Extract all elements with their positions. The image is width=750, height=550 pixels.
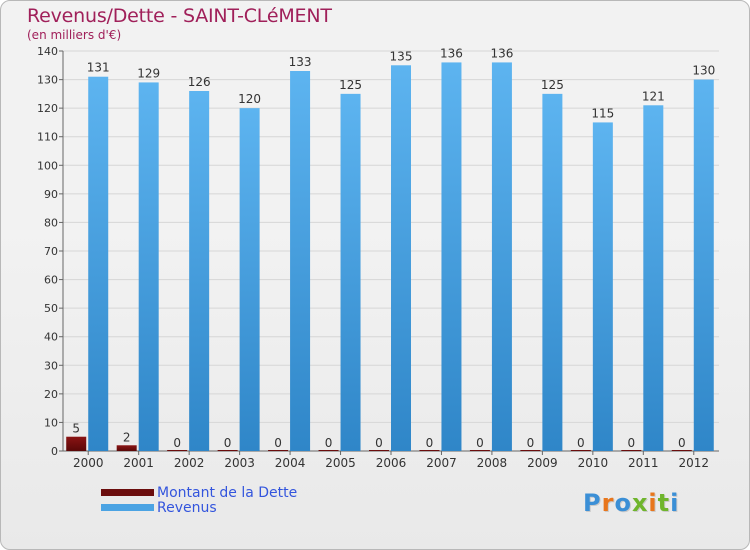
data-label-dette: 2	[123, 430, 131, 444]
bar-dette	[66, 436, 87, 451]
x-tick-label: 2008	[477, 456, 508, 470]
logo-letter: i	[670, 489, 680, 517]
logo-letter: i	[648, 489, 658, 517]
bar-revenus	[239, 108, 260, 452]
chart-subtitle: (en milliers d'€)	[27, 28, 122, 42]
x-tick-label: 2007	[426, 456, 457, 470]
bar-dette	[116, 445, 137, 451]
bar-revenus	[88, 76, 109, 451]
bar-revenus	[542, 93, 563, 451]
logo-letter: P	[583, 489, 602, 517]
logo-letter: x	[631, 489, 649, 517]
x-tick-label: 2002	[174, 456, 205, 470]
legend-label-dette: Montant de la Dette	[157, 485, 298, 501]
y-tick-label: 30	[44, 359, 58, 372]
x-tick-label: 2012	[678, 456, 709, 470]
x-tick-label: 2005	[325, 456, 356, 470]
legend-swatch-revenus	[101, 504, 154, 511]
x-tick-label: 2011	[628, 456, 659, 470]
data-label-dette: 0	[224, 436, 232, 450]
data-label-revenus: 129	[137, 66, 160, 80]
data-label-revenus: 125	[541, 78, 564, 92]
x-tick-label: 2003	[224, 456, 255, 470]
data-label-revenus: 136	[440, 46, 463, 60]
bar-revenus	[391, 65, 411, 452]
bar-revenus	[643, 105, 664, 452]
data-label-dette: 0	[426, 436, 434, 450]
logo-letter: t	[657, 489, 671, 517]
data-label-revenus: 131	[87, 61, 110, 75]
data-label-revenus: 130	[692, 64, 715, 78]
data-label-revenus: 133	[289, 55, 312, 69]
bar-revenus	[693, 79, 714, 452]
data-label-dette: 0	[627, 436, 635, 450]
data-label-dette: 0	[325, 436, 333, 450]
data-label-dette: 0	[476, 436, 484, 450]
bar-revenus	[138, 82, 159, 451]
y-tick-label: 60	[44, 274, 58, 287]
bar-revenus	[189, 91, 210, 451]
data-label-revenus: 121	[642, 89, 665, 103]
y-tick-label: 10	[44, 416, 58, 429]
y-tick-label: 70	[44, 245, 58, 258]
data-label-revenus: 125	[339, 78, 362, 92]
bar-revenus	[441, 62, 462, 452]
y-tick-label: 20	[44, 388, 58, 401]
data-label-dette: 5	[72, 422, 80, 436]
y-tick-label: 100	[37, 159, 58, 172]
data-label-dette: 0	[678, 436, 686, 450]
x-tick-label: 2000	[73, 456, 104, 470]
y-tick-label: 140	[37, 45, 58, 58]
y-tick-label: 80	[44, 216, 58, 229]
data-label-revenus: 126	[188, 75, 211, 89]
proxiti-logo: Proxiti	[583, 489, 679, 517]
y-tick-label: 120	[37, 102, 58, 115]
data-label-dette: 0	[274, 436, 282, 450]
data-label-revenus: 120	[238, 92, 261, 106]
data-label-dette: 0	[173, 436, 181, 450]
chart-title: Revenus/Dette - SAINT-CLéMENT	[27, 5, 332, 27]
y-tick-label: 50	[44, 302, 58, 315]
data-label-dette: 0	[527, 436, 535, 450]
bar-revenus	[290, 71, 311, 451]
x-tick-label: 2010	[578, 456, 609, 470]
y-tick-label: 130	[37, 74, 58, 87]
data-label-revenus: 135	[390, 49, 413, 63]
logo-letter: o	[614, 489, 632, 517]
bar-revenus	[491, 62, 512, 452]
logo-letter: r	[601, 489, 615, 517]
x-tick-label: 2001	[123, 456, 154, 470]
data-label-dette: 0	[375, 436, 383, 450]
x-tick-label: 2009	[527, 456, 558, 470]
y-tick-label: 40	[44, 331, 58, 344]
bar-revenus	[340, 93, 361, 451]
bar-revenus	[592, 122, 613, 451]
y-tick-label: 90	[44, 188, 58, 201]
y-tick-label: 110	[37, 131, 58, 144]
legend-label-revenus: Revenus	[157, 500, 217, 516]
data-label-dette: 0	[577, 436, 585, 450]
legend-swatch-dette	[101, 489, 154, 496]
y-tick-label: 0	[51, 445, 58, 458]
data-label-revenus: 115	[591, 106, 614, 120]
x-tick-label: 2006	[376, 456, 407, 470]
data-label-revenus: 136	[490, 46, 513, 60]
x-tick-label: 2004	[275, 456, 306, 470]
